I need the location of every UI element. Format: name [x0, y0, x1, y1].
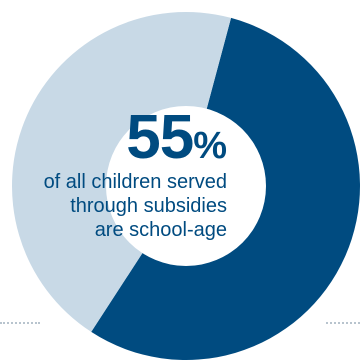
caption-line-3: are school-age — [94, 219, 227, 241]
donut-hole — [106, 106, 266, 266]
dotted-divider-right — [326, 322, 360, 324]
big-stat-number: 55 — [126, 103, 194, 172]
caption-line-1: of all children served — [43, 171, 227, 193]
caption-line-2: through subsidies — [70, 195, 227, 217]
dotted-divider-left — [0, 322, 40, 324]
center-label: 55% of all children served through subsi… — [0, 107, 227, 242]
big-stat: 55% — [0, 107, 227, 170]
big-stat-percent: % — [193, 125, 227, 167]
